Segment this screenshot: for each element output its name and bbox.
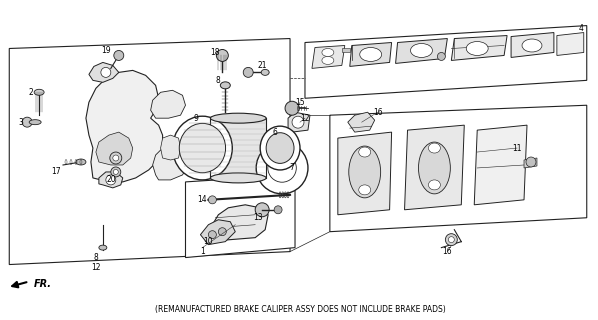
Ellipse shape: [173, 116, 232, 180]
Text: 15: 15: [295, 98, 305, 107]
Polygon shape: [511, 33, 554, 58]
Ellipse shape: [428, 180, 440, 190]
Polygon shape: [305, 26, 587, 98]
Polygon shape: [86, 70, 163, 182]
Polygon shape: [350, 43, 392, 67]
Text: 8: 8: [216, 76, 221, 85]
Text: 12: 12: [300, 114, 310, 123]
Circle shape: [208, 196, 216, 204]
Circle shape: [208, 231, 216, 239]
Polygon shape: [89, 62, 119, 82]
Ellipse shape: [466, 42, 488, 55]
Circle shape: [526, 157, 536, 167]
Text: 3: 3: [19, 118, 24, 127]
Text: 9: 9: [193, 114, 198, 123]
Polygon shape: [348, 112, 375, 132]
Text: 4: 4: [578, 24, 583, 33]
Polygon shape: [474, 125, 527, 205]
Text: 14: 14: [197, 195, 208, 204]
Polygon shape: [330, 105, 587, 232]
Circle shape: [113, 170, 118, 174]
Circle shape: [437, 52, 446, 60]
Text: 21: 21: [257, 61, 267, 70]
Ellipse shape: [322, 56, 334, 64]
Polygon shape: [338, 132, 392, 215]
Ellipse shape: [359, 185, 371, 195]
Ellipse shape: [261, 69, 269, 76]
Text: 11: 11: [512, 144, 522, 153]
Text: 10: 10: [203, 237, 213, 246]
Text: 2: 2: [29, 88, 33, 97]
Text: 7: 7: [289, 164, 294, 172]
Polygon shape: [342, 49, 350, 52]
Ellipse shape: [99, 245, 107, 250]
Text: 18: 18: [210, 48, 220, 57]
Circle shape: [114, 51, 124, 60]
Polygon shape: [96, 132, 133, 165]
Circle shape: [274, 206, 282, 214]
Polygon shape: [99, 172, 123, 188]
Ellipse shape: [179, 123, 225, 173]
Ellipse shape: [360, 47, 382, 61]
Ellipse shape: [266, 133, 294, 164]
Ellipse shape: [322, 49, 334, 56]
Ellipse shape: [419, 142, 450, 194]
Ellipse shape: [410, 44, 432, 58]
Polygon shape: [557, 33, 584, 55]
Polygon shape: [152, 148, 188, 180]
Ellipse shape: [522, 39, 542, 52]
Circle shape: [106, 175, 116, 185]
Circle shape: [448, 237, 454, 243]
Circle shape: [285, 101, 299, 115]
Text: (REMANUFACTURED BRAKE CALIPER ASSY DOES NOT INCLUDE BRAKE PADS): (REMANUFACTURED BRAKE CALIPER ASSY DOES …: [155, 305, 446, 314]
Circle shape: [446, 234, 457, 246]
Polygon shape: [396, 38, 447, 63]
Ellipse shape: [260, 126, 300, 170]
Circle shape: [218, 228, 226, 236]
Circle shape: [268, 154, 297, 182]
Ellipse shape: [34, 89, 44, 95]
Polygon shape: [9, 38, 290, 265]
Polygon shape: [451, 36, 507, 60]
Circle shape: [110, 152, 122, 164]
Ellipse shape: [220, 82, 230, 89]
Polygon shape: [151, 90, 185, 118]
Circle shape: [216, 50, 228, 61]
Polygon shape: [524, 158, 537, 168]
Text: 16: 16: [443, 247, 452, 256]
Ellipse shape: [76, 159, 86, 165]
Polygon shape: [200, 220, 235, 244]
Text: 20: 20: [106, 175, 115, 184]
Ellipse shape: [210, 113, 266, 123]
Polygon shape: [312, 45, 345, 68]
Polygon shape: [185, 175, 295, 258]
Circle shape: [101, 68, 111, 77]
Circle shape: [22, 117, 32, 127]
Circle shape: [255, 203, 269, 217]
Ellipse shape: [428, 143, 440, 153]
Text: 16: 16: [373, 108, 383, 117]
Text: 6: 6: [273, 128, 277, 137]
Text: 19: 19: [101, 46, 111, 55]
Text: 12: 12: [91, 263, 100, 272]
Ellipse shape: [349, 146, 381, 198]
Circle shape: [111, 167, 121, 177]
Text: FR.: FR.: [34, 279, 52, 290]
Circle shape: [113, 155, 119, 161]
Polygon shape: [161, 135, 181, 160]
Ellipse shape: [359, 147, 371, 157]
Text: 1: 1: [200, 247, 205, 256]
Ellipse shape: [29, 120, 41, 125]
Text: 17: 17: [51, 167, 61, 176]
Polygon shape: [210, 118, 266, 178]
Circle shape: [256, 142, 308, 194]
Polygon shape: [205, 205, 268, 242]
Polygon shape: [288, 112, 310, 132]
Circle shape: [243, 68, 253, 77]
Circle shape: [292, 116, 304, 128]
Text: 13: 13: [254, 213, 263, 222]
Polygon shape: [404, 125, 464, 210]
Ellipse shape: [210, 173, 266, 183]
Text: 8: 8: [93, 253, 98, 262]
